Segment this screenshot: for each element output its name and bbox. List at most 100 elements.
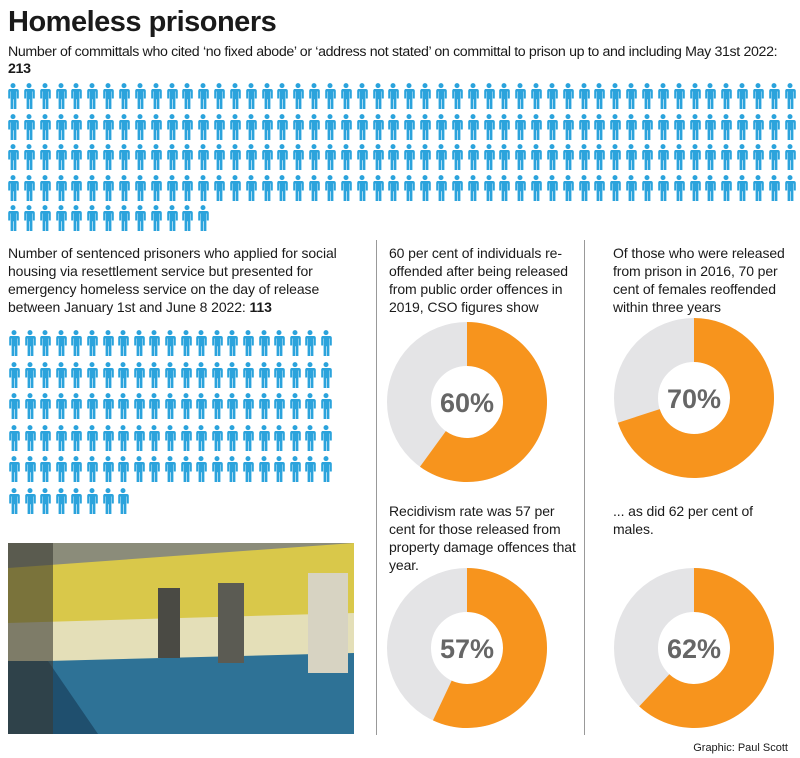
person-icon xyxy=(291,144,305,171)
person-icon xyxy=(672,83,686,110)
person-icon xyxy=(225,330,239,357)
person-icon xyxy=(101,144,115,171)
person-icon xyxy=(371,83,385,110)
person-icon xyxy=(149,144,163,171)
person-icon xyxy=(275,175,289,202)
person-icon xyxy=(225,425,239,452)
person-icon xyxy=(132,425,146,452)
person-icon xyxy=(466,175,480,202)
person-icon xyxy=(672,144,686,171)
person-icon xyxy=(513,144,527,171)
person-icon xyxy=(767,114,781,141)
person-icon xyxy=(54,114,68,141)
person-icon xyxy=(85,144,99,171)
person-icon xyxy=(210,393,224,420)
person-icon xyxy=(147,425,161,452)
person-icon xyxy=(545,144,559,171)
person-icon xyxy=(307,144,321,171)
person-icon xyxy=(272,330,286,357)
person-icon xyxy=(101,83,115,110)
person-icon xyxy=(735,114,749,141)
person-icon xyxy=(23,393,37,420)
person-icon xyxy=(101,175,115,202)
person-icon xyxy=(85,488,99,515)
person-icon xyxy=(69,144,83,171)
person-icon xyxy=(561,83,575,110)
person-icon xyxy=(101,488,115,515)
person-icon xyxy=(624,83,638,110)
person-icon xyxy=(54,83,68,110)
person-icon xyxy=(22,83,36,110)
person-icon xyxy=(434,83,448,110)
person-icon xyxy=(179,456,193,483)
person-icon xyxy=(307,175,321,202)
person-icon xyxy=(85,330,99,357)
donut-value-arc xyxy=(419,322,547,482)
person-icon xyxy=(402,175,416,202)
person-icon xyxy=(339,114,353,141)
person-icon xyxy=(257,456,271,483)
person-icon xyxy=(418,83,432,110)
person-icon xyxy=(260,114,274,141)
person-icon xyxy=(22,114,36,141)
person-icon xyxy=(719,144,733,171)
person-icon xyxy=(116,330,130,357)
person-icon xyxy=(323,175,337,202)
person-icon xyxy=(23,488,37,515)
person-icon xyxy=(225,362,239,389)
person-icon xyxy=(147,362,161,389)
person-icon xyxy=(101,362,115,389)
person-icon xyxy=(69,83,83,110)
person-icon xyxy=(656,114,670,141)
person-icon xyxy=(275,114,289,141)
person-icon xyxy=(69,362,83,389)
person-icon xyxy=(735,83,749,110)
person-icon xyxy=(418,144,432,171)
person-icon xyxy=(355,175,369,202)
person-icon xyxy=(608,144,622,171)
person-icon xyxy=(7,362,21,389)
person-icon xyxy=(6,205,20,232)
person-icon xyxy=(23,330,37,357)
person-icon xyxy=(783,114,797,141)
donut-caption: Recidivism rate was 57 per cent for thos… xyxy=(389,503,576,573)
person-icon xyxy=(228,144,242,171)
person-icon xyxy=(85,393,99,420)
person-icon xyxy=(640,114,654,141)
person-icon xyxy=(54,205,68,232)
person-icon xyxy=(163,425,177,452)
person-icon xyxy=(116,425,130,452)
person-icon xyxy=(719,83,733,110)
person-icon xyxy=(371,114,385,141)
person-icon xyxy=(418,175,432,202)
person-icon xyxy=(288,456,302,483)
person-icon xyxy=(592,175,606,202)
person-icon xyxy=(319,362,333,389)
person-icon xyxy=(147,330,161,357)
person-icon xyxy=(196,175,210,202)
person-icon xyxy=(624,144,638,171)
person-icon xyxy=(783,144,797,171)
person-icon xyxy=(323,114,337,141)
person-icon xyxy=(38,488,52,515)
donut-label: 62% xyxy=(667,634,721,664)
person-icon xyxy=(132,393,146,420)
person-icon xyxy=(688,144,702,171)
person-icon xyxy=(466,114,480,141)
person-icon xyxy=(85,83,99,110)
donut-value-arc xyxy=(639,568,774,728)
prison-corridor-photo xyxy=(8,543,354,734)
person-icon xyxy=(608,83,622,110)
person-icon xyxy=(85,425,99,452)
person-icon xyxy=(656,175,670,202)
donut-chart: 70% xyxy=(614,318,774,478)
person-icon xyxy=(38,456,52,483)
person-icon xyxy=(244,83,258,110)
person-icon xyxy=(101,425,115,452)
person-icon xyxy=(22,144,36,171)
person-icon xyxy=(450,144,464,171)
person-icon xyxy=(355,83,369,110)
person-icon xyxy=(163,330,177,357)
person-icon xyxy=(783,83,797,110)
divider xyxy=(584,240,585,735)
